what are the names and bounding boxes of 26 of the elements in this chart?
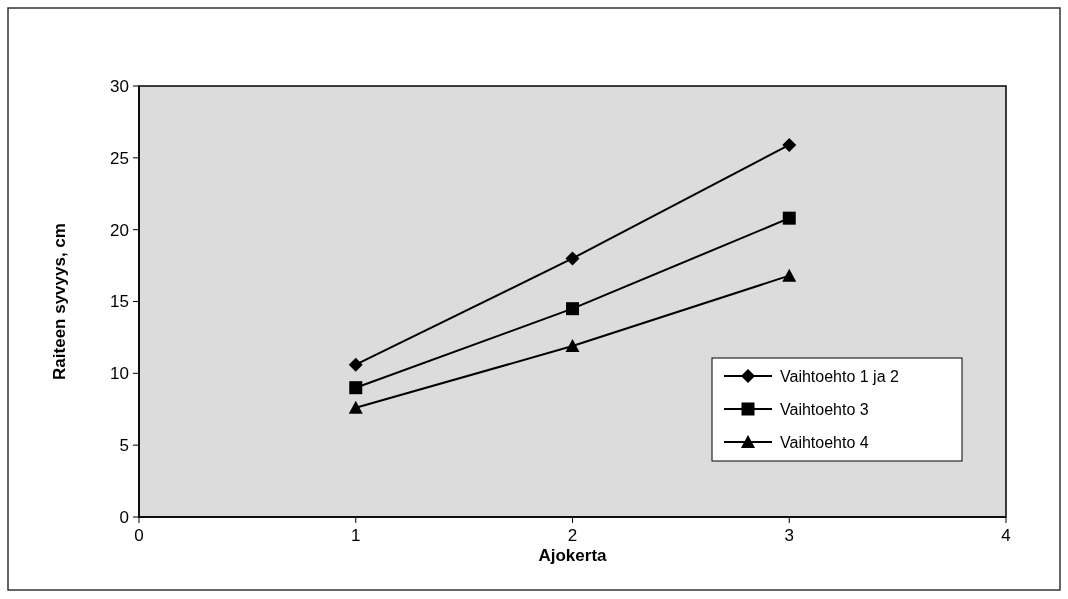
x-tick-label: 1 — [351, 526, 361, 545]
legend-label: Vaihtoehto 4 — [780, 433, 869, 451]
point — [565, 339, 580, 353]
point — [565, 251, 580, 266]
y-tick-label: 30 — [110, 76, 129, 96]
y-tick-label: 25 — [110, 148, 129, 168]
y-tick-label: 5 — [119, 436, 129, 456]
x-tick-label: 0 — [134, 526, 144, 545]
x-axis-title: Ajokerta — [538, 546, 608, 565]
x-tick-label: 4 — [1001, 526, 1011, 545]
legend-label: Vaihtoehto 3 — [780, 400, 869, 418]
y-tick-label: 10 — [110, 364, 129, 384]
y-tick-label: 20 — [110, 220, 129, 240]
point — [782, 211, 796, 225]
y-axis-title: Raiteen syvyys, cm — [50, 223, 69, 380]
point — [348, 357, 363, 372]
point — [348, 400, 363, 414]
point — [349, 381, 363, 395]
x-tick-label: 3 — [784, 526, 794, 545]
y-tick-label: 0 — [119, 507, 129, 527]
legend-label: Vaihtoehto 1 ja 2 — [780, 367, 900, 385]
x-tick-label: 2 — [567, 526, 578, 545]
point — [782, 268, 797, 282]
point — [566, 302, 579, 316]
y-tick-label: 15 — [110, 292, 129, 312]
point — [782, 137, 797, 152]
